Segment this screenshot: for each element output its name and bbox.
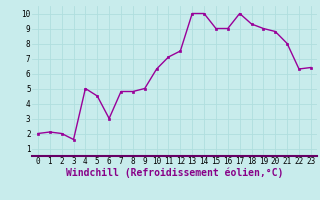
X-axis label: Windchill (Refroidissement éolien,°C): Windchill (Refroidissement éolien,°C) [66,168,283,178]
